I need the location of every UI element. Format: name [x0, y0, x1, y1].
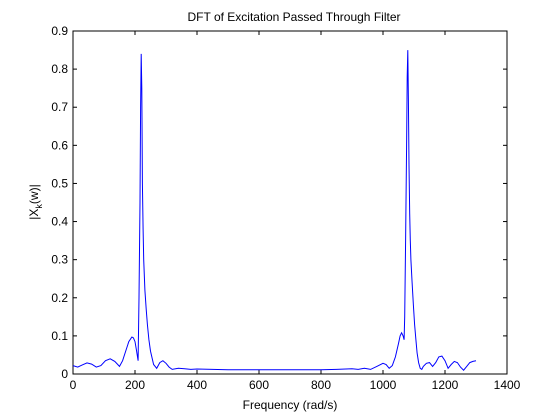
x-axis-label: Frequency (rad/s): [243, 398, 338, 412]
y-tick-label: 0.2: [51, 291, 68, 305]
x-tick-label: 1200: [432, 378, 459, 392]
y-tick-label: 0.1: [51, 329, 68, 343]
y-axis-label-main: |X: [27, 209, 41, 220]
y-tick-label: 0.7: [51, 100, 68, 114]
y-tick-label: 0: [61, 367, 68, 381]
chart-title: DFT of Excitation Passed Through Filter: [188, 10, 401, 24]
y-tick-label: 0.6: [51, 138, 68, 152]
x-tick-label: 600: [249, 378, 269, 392]
y-tick-label: 0.5: [51, 176, 68, 190]
y-axis-label: |Xk(w)|: [27, 184, 44, 219]
y-axis-label-rest: (w)|: [27, 184, 41, 204]
x-tick-label: 0: [70, 378, 77, 392]
y-tick-label: 0.4: [51, 215, 68, 229]
y-tick-label: 0.3: [51, 253, 68, 267]
x-tick-label: 1400: [494, 378, 521, 392]
x-tick-label: 800: [311, 378, 331, 392]
y-tick-label: 0.9: [51, 24, 68, 38]
x-tick-label: 1000: [370, 378, 397, 392]
plot-area: [73, 31, 507, 374]
y-tick-label: 0.8: [51, 62, 68, 76]
x-tick-label: 400: [187, 378, 207, 392]
x-tick-label: 200: [125, 378, 145, 392]
